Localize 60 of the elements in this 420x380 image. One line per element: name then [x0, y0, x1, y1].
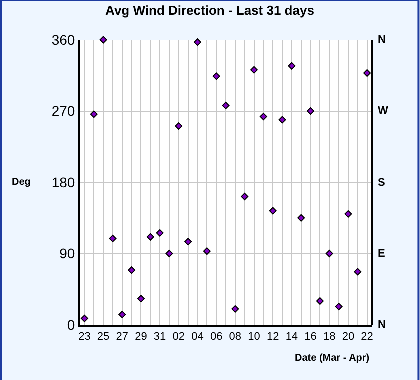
x-tick-label: 04	[192, 331, 204, 344]
y-tick-label: 0	[67, 316, 76, 333]
x-tick-label: 23	[78, 331, 91, 344]
text: S	[378, 177, 386, 189]
y-tick-label: 270	[52, 103, 76, 120]
x-tick-label: 02	[172, 331, 186, 344]
chart-title: Avg Wind Direction - Last 31 days	[106, 2, 314, 18]
point	[354, 268, 362, 276]
x-tick-label: 08	[229, 331, 242, 344]
y-tick-label: 180	[52, 174, 76, 190]
point	[307, 108, 315, 115]
x-tick-label: 18	[323, 331, 336, 344]
point	[194, 38, 202, 46]
point	[166, 250, 174, 258]
point	[90, 110, 98, 118]
text: N	[378, 319, 386, 331]
point	[326, 250, 334, 258]
point	[137, 295, 145, 303]
x-tick-label: 29	[135, 331, 148, 344]
x-tick-label: 20	[342, 331, 355, 344]
point	[128, 266, 136, 274]
x-tick-label: 10	[248, 331, 260, 344]
point	[260, 113, 268, 121]
point	[298, 214, 306, 222]
point	[250, 66, 258, 74]
text: E	[378, 248, 386, 260]
point	[80, 314, 88, 322]
x-tick-label: 27	[116, 331, 129, 344]
x-axis-title: Date (Mar - Apr)	[295, 353, 370, 364]
x-tick-label: 16	[304, 331, 317, 344]
point	[335, 303, 343, 311]
point	[109, 234, 117, 242]
point	[212, 72, 220, 80]
point	[288, 62, 296, 70]
point	[269, 207, 277, 215]
x-tick-label: 06	[210, 331, 223, 344]
y-axis-title: Deg	[12, 177, 31, 188]
point	[222, 102, 230, 110]
y-tick-label: 90	[60, 246, 76, 262]
point	[203, 248, 211, 256]
point	[118, 310, 126, 318]
x-tick-label: 14	[286, 331, 298, 344]
point	[156, 229, 164, 237]
point	[364, 70, 372, 77]
text: W	[378, 105, 389, 117]
y-tick-label: 360	[52, 32, 76, 48]
point	[184, 238, 192, 246]
x-tick-label: 22	[361, 331, 374, 344]
point	[344, 210, 352, 218]
x-tick-label: 12	[266, 331, 280, 344]
point	[278, 116, 286, 124]
point	[175, 122, 183, 130]
point	[316, 298, 324, 305]
point	[100, 36, 108, 44]
x-tick-label: 31	[154, 331, 166, 344]
point	[146, 233, 154, 241]
x-tick-label: 25	[97, 331, 110, 344]
point	[232, 305, 240, 313]
point	[241, 193, 249, 200]
text: N	[378, 34, 386, 46]
